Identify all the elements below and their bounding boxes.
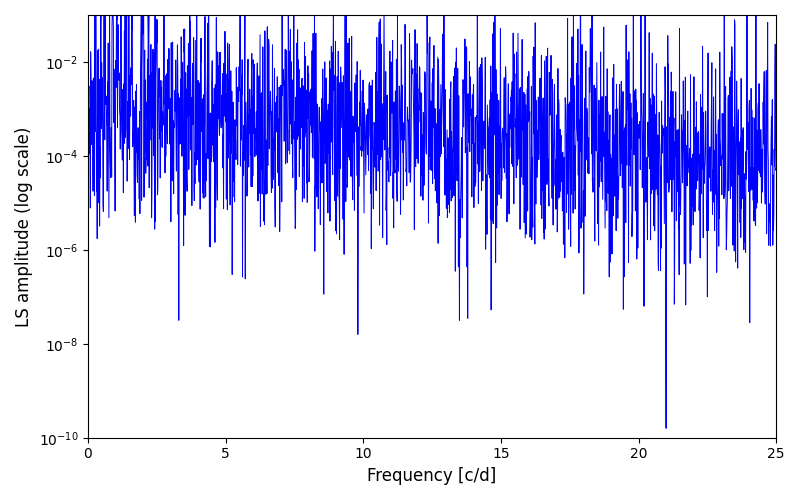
Y-axis label: LS amplitude (log scale): LS amplitude (log scale): [15, 126, 33, 326]
X-axis label: Frequency [c/d]: Frequency [c/d]: [367, 467, 497, 485]
